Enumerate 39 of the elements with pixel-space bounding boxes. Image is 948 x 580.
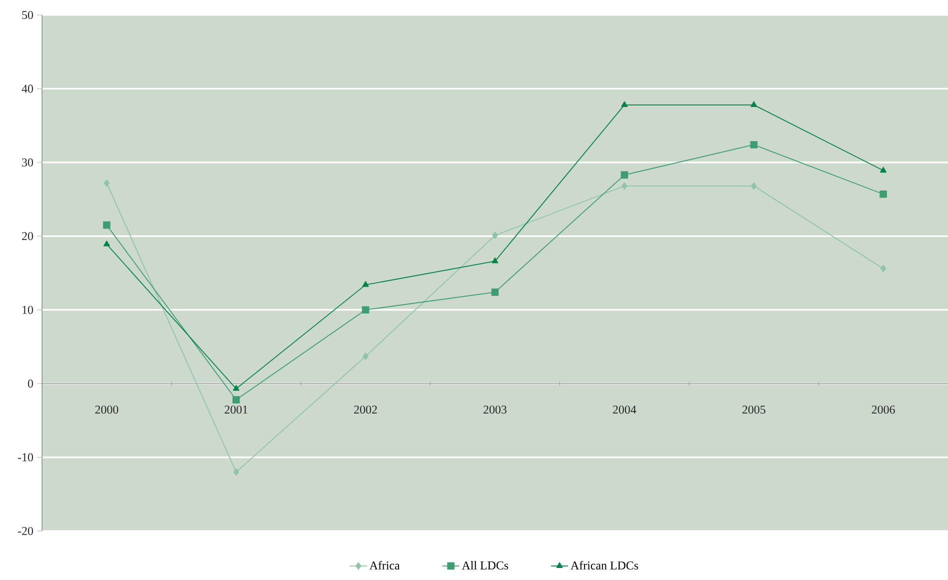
x-tick-label: 2006	[872, 406, 895, 414]
x-tick-label: 2000	[95, 406, 118, 414]
point	[880, 264, 886, 272]
point	[104, 179, 110, 187]
y-tick-label: 0	[28, 380, 34, 388]
x-tick-label: 2004	[613, 406, 636, 414]
y-tick-label: 10	[22, 306, 34, 314]
point	[233, 468, 239, 476]
point	[622, 182, 628, 190]
y-tick-label: 50	[22, 10, 34, 20]
legend-label: All LDCs	[462, 561, 508, 570]
x-tick-label: 2003	[484, 406, 506, 414]
point	[750, 101, 758, 107]
y-tick-label: 20	[22, 232, 34, 240]
x-tick-label: 2001	[224, 406, 248, 414]
point	[232, 396, 240, 404]
x-tick-label: 2005	[742, 406, 766, 414]
point	[103, 221, 110, 229]
point	[751, 182, 757, 190]
point	[492, 232, 498, 240]
point	[620, 171, 628, 179]
point	[362, 281, 369, 287]
point	[621, 101, 628, 107]
y-tick-label: 30	[22, 158, 34, 166]
y-tick-label: 40	[22, 84, 34, 93]
point	[362, 306, 370, 314]
point	[232, 385, 240, 391]
legend-label: Africa	[369, 560, 400, 570]
point	[880, 166, 887, 173]
point	[103, 240, 110, 246]
point	[491, 288, 499, 296]
point	[362, 352, 368, 360]
legend-label: African LDCs	[570, 560, 638, 570]
y-tick-label: -20	[18, 526, 34, 536]
x-tick-label: 2002	[354, 406, 377, 414]
point	[750, 141, 758, 148]
point	[492, 258, 498, 264]
point	[880, 190, 887, 198]
y-tick-label: -10	[18, 453, 34, 462]
